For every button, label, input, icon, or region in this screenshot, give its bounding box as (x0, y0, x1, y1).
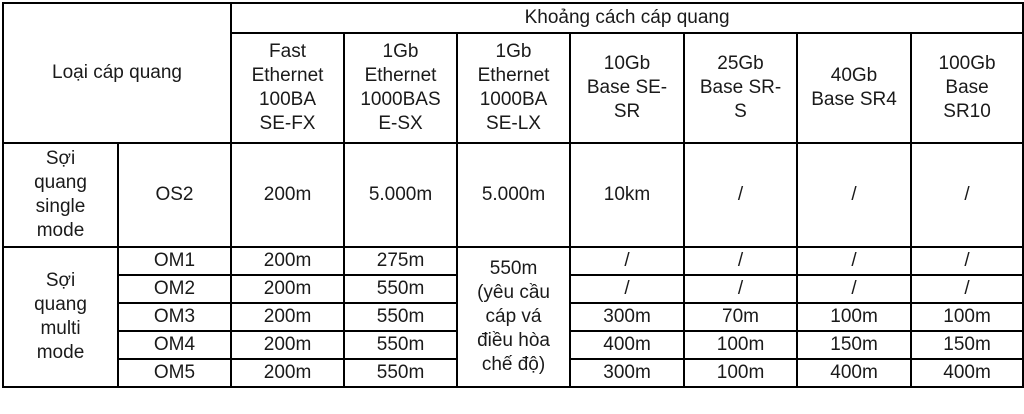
table-row: Sợi quang multi mode OM1 200m 275m 550m (yêu… (2, 246, 1024, 388)
table-row: OM3 200m 550m 300m 70m 100m 100m (3, 302, 1024, 332)
value-cell: 200m (230, 142, 346, 248)
value-cell: / (569, 274, 686, 304)
type-cell: OM3 (116, 302, 233, 332)
value-cell: / (910, 142, 1024, 248)
value-cell: 550m (343, 330, 459, 360)
type-cell: OS2 (116, 142, 233, 248)
column-header: 1Gb Ethernet 1000BAS E-SX (343, 32, 459, 144)
type-cell: OM5 (116, 358, 233, 388)
value-cell: / (683, 274, 799, 304)
column-header: Fast Ethernet 100BA SE-FX (230, 32, 346, 144)
value-cell: / (796, 142, 913, 248)
value-cell: 400m (910, 358, 1024, 388)
table-row: OM5 200m 550m 300m 100m 400m 400m (3, 358, 1024, 388)
value-cell: 300m (569, 358, 686, 388)
value-cell: 100m (683, 330, 799, 360)
fiber-distance-table: Loại cáp quang Khoảng cách cáp quang Fas… (1, 2, 1024, 388)
column-header: 100Gb Base SR10 (910, 32, 1024, 144)
value-cell: 100m (683, 358, 799, 388)
value-cell: 200m (230, 358, 346, 388)
multi-mode-group: Sợi quang multi mode (2, 246, 119, 388)
value-cell: 150m (796, 330, 913, 360)
value-cell: / (569, 246, 686, 276)
value-cell: 200m (230, 246, 346, 276)
distance-header: Khoảng cách cáp quang (230, 2, 1024, 34)
value-cell: 200m (230, 274, 346, 304)
value-cell: 150m (910, 330, 1024, 360)
value-cell: / (910, 274, 1024, 304)
type-cell: OM2 (116, 274, 233, 304)
value-cell: 200m (230, 302, 346, 332)
value-cell: 100m (910, 302, 1024, 332)
value-cell: 400m (796, 358, 913, 388)
table-row: OM4 200m 550m 400m 100m 150m 150m (3, 330, 1024, 360)
column-header: 25Gb Base SR- S (683, 32, 799, 144)
value-cell: / (796, 246, 913, 276)
type-header: Loại cáp quang (1, 2, 233, 144)
value-cell: 100m (796, 302, 913, 332)
column-header: 10Gb Base SE- SR (569, 32, 686, 144)
value-cell: 5.000m (456, 142, 572, 248)
value-cell: / (683, 246, 799, 276)
value-cell: 550m (343, 274, 459, 304)
value-cell: 275m (343, 246, 459, 276)
value-cell: 5.000m (343, 142, 459, 248)
value-cell: / (910, 246, 1024, 276)
table-row: OM2 200m 550m / / / / (3, 274, 1024, 304)
type-cell: OM4 (116, 330, 233, 360)
type-cell: OM1 (116, 246, 233, 276)
value-cell: 550m (343, 358, 459, 388)
column-header: 40Gb Base SR4 (796, 32, 913, 144)
value-cell: 550m (343, 302, 459, 332)
column-header: 1Gb Ethernet 1000BA SE-LX (456, 32, 572, 144)
value-cell: 10km (569, 142, 686, 248)
value-cell: 70m (683, 302, 799, 332)
value-cell: / (796, 274, 913, 304)
value-cell: 300m (569, 302, 686, 332)
value-cell: / (683, 142, 799, 248)
single-mode-group: Sợi quang single mode (2, 142, 119, 248)
value-cell: 400m (569, 330, 686, 360)
value-cell: 200m (230, 330, 346, 360)
lx-merged-cell: 550m (yêu cầu cáp vá điều hòa chế độ) (456, 246, 572, 388)
